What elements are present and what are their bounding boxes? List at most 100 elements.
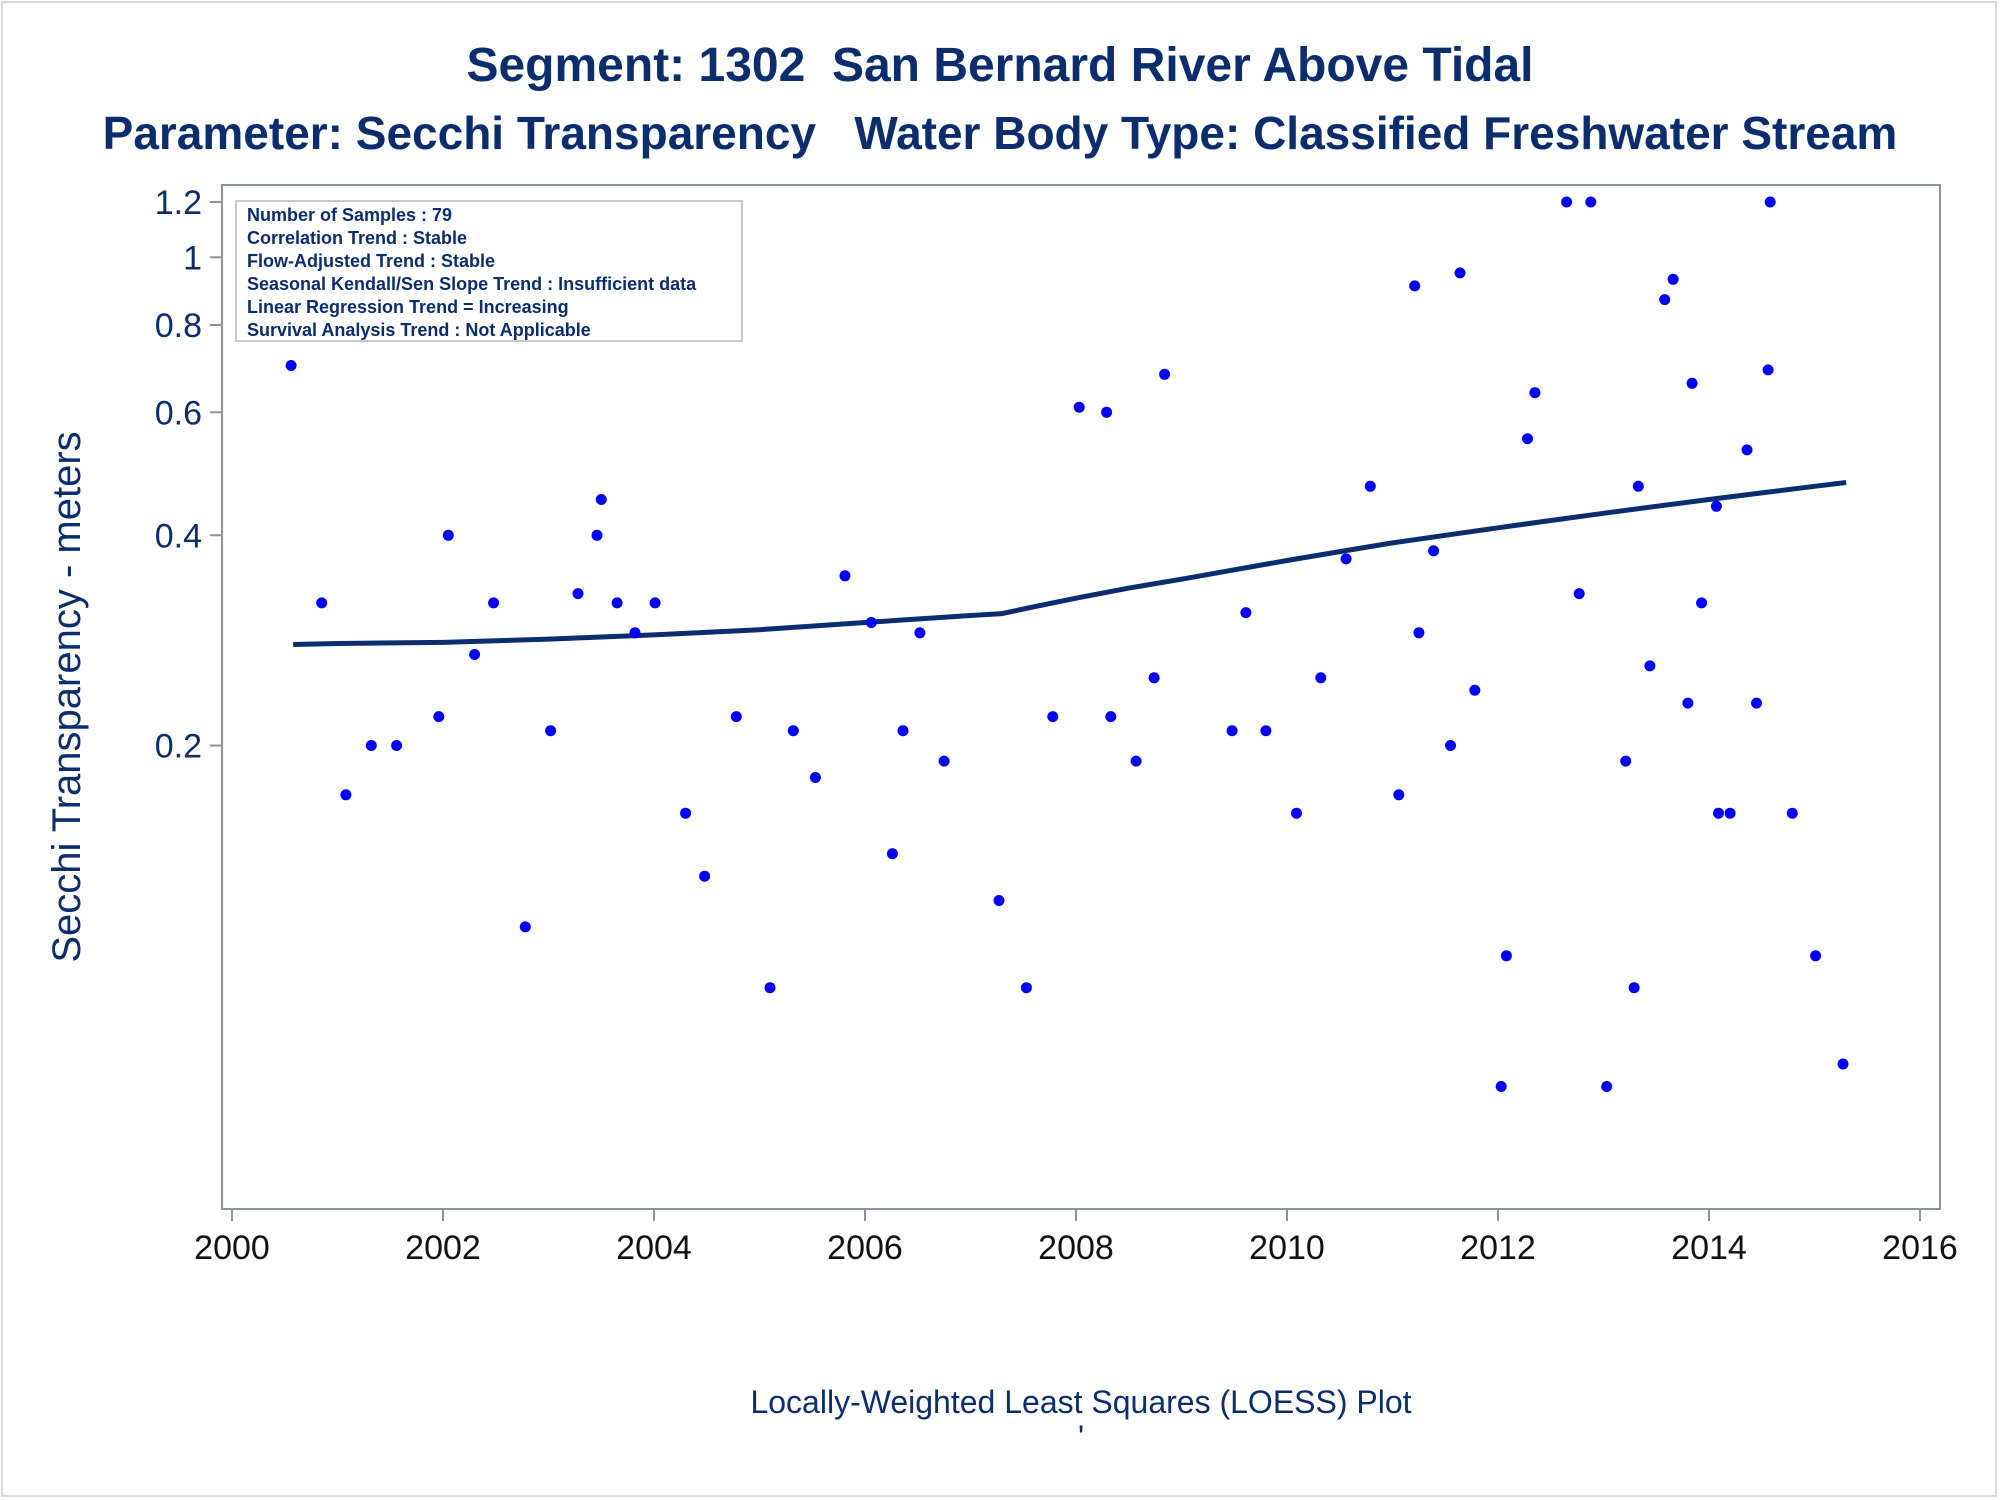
data-point <box>1585 196 1597 208</box>
data-point <box>1364 480 1376 492</box>
data-point <box>993 895 1005 906</box>
data-point <box>1148 672 1160 684</box>
data-point <box>1644 660 1656 672</box>
data-point <box>1601 1081 1613 1092</box>
data-point <box>1561 196 1573 208</box>
data-point <box>764 982 776 994</box>
data-point <box>649 597 661 609</box>
data-point <box>1105 711 1117 723</box>
loess-layer <box>293 480 1847 647</box>
data-point <box>1696 597 1708 609</box>
y-tick-label: 1.2 <box>155 184 202 222</box>
data-point <box>1073 401 1085 413</box>
data-point <box>1428 545 1440 557</box>
data-point <box>1240 607 1252 619</box>
x-tick-label: 2010 <box>1249 1229 1325 1267</box>
y-tick-label: 0.4 <box>155 517 202 555</box>
chart-subtitle: Parameter: Secchi Transparency Water Bod… <box>102 107 1898 159</box>
data-point <box>809 772 821 783</box>
data-point <box>1413 627 1425 639</box>
data-point <box>1409 280 1421 292</box>
y-tick-label: 0.6 <box>155 394 202 432</box>
data-point <box>469 649 481 660</box>
info-box-line: Seasonal Kendall/Sen Slope Trend : Insuf… <box>247 274 697 294</box>
data-point <box>391 740 403 751</box>
data-point <box>340 789 352 801</box>
data-point <box>1686 377 1698 389</box>
data-point <box>1445 740 1456 751</box>
data-point <box>1628 982 1640 994</box>
data-point <box>1101 406 1113 418</box>
data-point <box>611 597 623 609</box>
data-point <box>699 870 711 882</box>
data-point <box>1724 807 1736 819</box>
x-axis-label: Locally-Weighted Least Squares (LOESS) P… <box>750 1384 1411 1420</box>
data-point <box>1659 294 1671 306</box>
data-point <box>1226 725 1238 737</box>
data-point <box>1130 755 1142 767</box>
x-tick-label: 2014 <box>1671 1229 1747 1267</box>
info-box-line: Survival Analysis Trend : Not Applicable <box>247 320 591 340</box>
x-tick-label: 2008 <box>1038 1229 1114 1267</box>
x-tick-label: 2000 <box>194 1229 270 1267</box>
data-point <box>1393 789 1405 801</box>
data-point <box>433 711 445 723</box>
data-point <box>1762 364 1774 376</box>
data-point <box>886 848 898 860</box>
x-tick-label: 2004 <box>616 1229 692 1267</box>
data-point <box>285 360 297 371</box>
data-point <box>1667 273 1679 285</box>
data-point <box>787 725 799 737</box>
data-point <box>1751 697 1762 709</box>
plot-area <box>221 184 1941 1210</box>
data-point <box>1682 697 1694 709</box>
data-point <box>442 529 454 541</box>
data-point <box>680 807 692 819</box>
data-point <box>488 597 500 609</box>
info-box-line: Linear Regression Trend = Increasing <box>247 297 569 317</box>
data-point <box>1573 588 1585 600</box>
scatter-points <box>285 196 1849 1092</box>
chart-title: Segment: 1302 San Bernard River Above Ti… <box>466 39 1534 92</box>
info-box-line: Number of Samples : 79 <box>247 205 452 225</box>
data-point <box>1500 950 1512 962</box>
data-point <box>730 711 742 723</box>
data-point <box>1713 807 1724 819</box>
info-box-line: Correlation Trend : Stable <box>247 228 467 248</box>
y-tick-label: 0.8 <box>155 307 202 345</box>
data-point <box>1260 725 1272 737</box>
data-point <box>1837 1058 1849 1070</box>
data-point <box>1159 368 1171 380</box>
data-point <box>629 627 641 639</box>
x-tick-label: 2002 <box>405 1229 481 1267</box>
data-point <box>1710 500 1722 512</box>
data-point <box>1047 711 1059 723</box>
data-point <box>365 740 377 751</box>
footnote-mark: ' <box>1078 1419 1084 1455</box>
y-tick-label: 0.2 <box>155 728 202 766</box>
y-tick-label: 1 <box>183 239 202 277</box>
loess-curve <box>293 480 1847 647</box>
x-axis: 2000 2002 2004 2006 2008 2010 2012 2014 2016 <box>194 1209 1958 1267</box>
data-point <box>1469 684 1481 696</box>
data-point <box>1529 387 1541 399</box>
data-point <box>1340 553 1352 565</box>
data-point <box>1522 433 1533 445</box>
data-point <box>1764 196 1776 208</box>
data-point <box>316 597 328 609</box>
data-point <box>914 627 926 639</box>
data-point <box>1620 755 1632 767</box>
data-point <box>839 570 851 582</box>
data-point <box>1810 950 1822 962</box>
info-box-line: Flow-Adjusted Trend : Stable <box>247 251 495 271</box>
data-point <box>1495 1081 1507 1092</box>
data-point <box>1632 480 1644 492</box>
data-point <box>1454 267 1466 279</box>
data-point <box>595 494 607 505</box>
data-point <box>1315 672 1327 684</box>
y-axis: 0.2 0.4 0.6 0.8 1 1.2 <box>155 184 222 766</box>
data-point <box>519 921 531 933</box>
info-box-border <box>235 200 743 342</box>
